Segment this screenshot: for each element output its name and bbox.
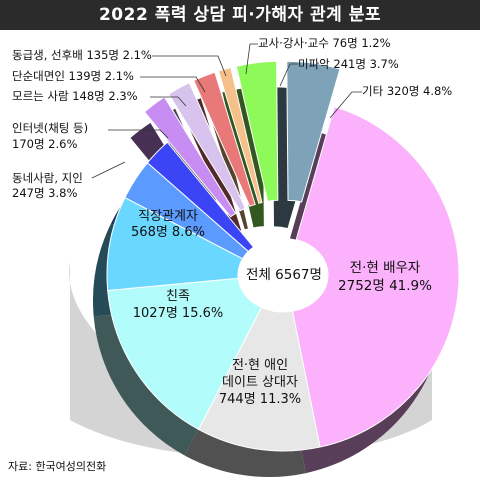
pie-center-hole bbox=[238, 238, 328, 312]
slice-label-value: 568명 8.6% bbox=[131, 225, 205, 240]
slice-label-name: 데이트 상대자 bbox=[222, 375, 298, 390]
leader-line bbox=[108, 129, 169, 139]
leader-line bbox=[329, 91, 362, 119]
slice-label-name: 인터넷(채팅 등) bbox=[12, 121, 88, 135]
slice-label-name: 동네사람, 지인 bbox=[12, 171, 83, 185]
slice-label-name: 미파악 241명 3.7% bbox=[298, 57, 399, 71]
slice-label-value: 2752명 41.9% bbox=[338, 278, 432, 294]
slice-label-name: 전·현 배우자 bbox=[350, 260, 421, 276]
pie-slice bbox=[235, 60, 279, 202]
slice-label-name: 직장관계자 bbox=[138, 209, 198, 224]
slice-label-name: 교사·강사·교수 76명 1.2% bbox=[258, 36, 391, 50]
slice-label-name: 모르는 사람 148명 2.3% bbox=[12, 89, 138, 103]
pie-slice bbox=[168, 82, 246, 212]
pie-slice bbox=[143, 96, 237, 218]
pie-slice bbox=[193, 71, 256, 207]
slice-label-value: 744명 11.3% bbox=[219, 392, 301, 407]
slice-label-value: 1027명 15.6% bbox=[133, 306, 223, 321]
leader-line bbox=[91, 161, 126, 179]
slice-label-value: 170명 2.6% bbox=[12, 137, 77, 151]
leader-line bbox=[140, 76, 206, 93]
center-total-label: 전체 6567명 bbox=[246, 267, 322, 283]
slice-label-value: 247명 3.8% bbox=[12, 186, 77, 200]
slice-label-name: 동급생, 선후배 135명 2.1% bbox=[12, 48, 152, 62]
slice-label-name: 친족 bbox=[166, 289, 190, 304]
leader-line bbox=[150, 96, 187, 107]
chart-title: 2022 폭력 상담 피·가해자 관계 분포 bbox=[0, 0, 480, 30]
pie-slice-layer bbox=[106, 60, 460, 452]
pie-slice bbox=[217, 66, 263, 204]
leader-line bbox=[245, 43, 258, 75]
pie-slice bbox=[286, 60, 341, 203]
leader-line bbox=[152, 55, 227, 77]
slice-label-name: 단순대면인 139명 2.1% bbox=[12, 69, 134, 83]
slice-label-name: 기타 320명 4.8% bbox=[362, 84, 452, 98]
leader-line bbox=[279, 63, 298, 87]
slice-label-name: 전·현 애인 bbox=[232, 358, 288, 373]
source-note: 자료: 한국여성의전화 bbox=[8, 460, 107, 473]
